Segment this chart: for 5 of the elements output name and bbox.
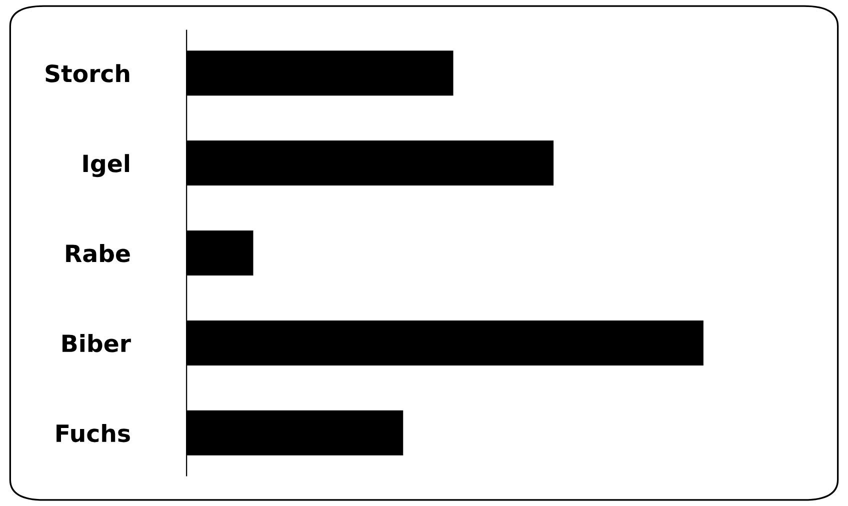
y-tick-label: Rabe xyxy=(66,244,130,262)
y-tick-label: Fuchs xyxy=(56,424,130,442)
y-tick-label: Biber xyxy=(62,334,131,352)
y-tick-label: Igel xyxy=(83,154,130,178)
y-tick-label: Storch xyxy=(46,64,130,82)
